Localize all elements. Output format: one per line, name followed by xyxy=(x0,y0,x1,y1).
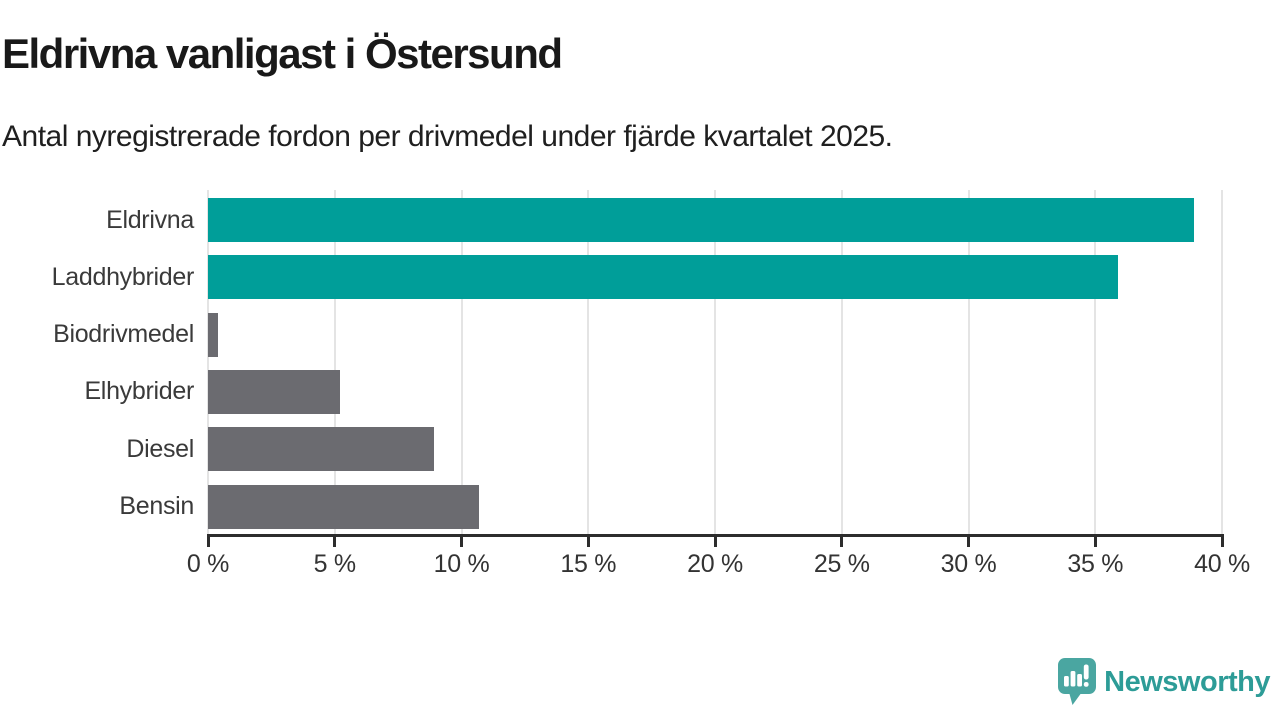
gridline xyxy=(587,190,590,534)
x-axis-tick xyxy=(967,534,970,547)
x-axis-tick-label: 35 % xyxy=(1067,550,1124,578)
plot-area xyxy=(207,190,1223,534)
bar-biodrivmedel xyxy=(208,312,219,357)
x-axis-tick-label: 0 % xyxy=(186,550,230,578)
gridline xyxy=(207,190,209,534)
gridline xyxy=(1221,190,1223,534)
category-label-elhybrider: Elhybrider xyxy=(84,377,194,406)
x-axis-tick-label: 25 % xyxy=(813,550,870,578)
x-axis-tick-label: 15 % xyxy=(560,550,617,578)
bar-laddhybrider xyxy=(208,255,1119,300)
x-axis-tick xyxy=(206,534,210,547)
x-axis-tick-label: 40 % xyxy=(1194,550,1250,578)
gridline xyxy=(840,190,843,534)
x-axis-tick xyxy=(333,534,337,547)
category-label-eldrivna: Eldrivna xyxy=(106,205,194,234)
x-axis-tick xyxy=(840,534,844,547)
x-axis-tick-label: 30 % xyxy=(940,550,997,578)
newsworthy-logo-icon xyxy=(1058,658,1097,705)
x-axis-tick-label: 5 % xyxy=(313,550,356,578)
x-axis-tick-label: 10 % xyxy=(433,550,490,578)
category-label-biodrivmedel: Biodrivmedel xyxy=(53,320,194,349)
bar-elhybrider xyxy=(208,369,340,414)
gridline xyxy=(1094,190,1097,534)
x-axis-tick xyxy=(713,534,717,547)
x-axis-tick-label: 20 % xyxy=(687,550,743,578)
chart-title: Eldrivna vanligast i Östersund xyxy=(2,30,563,77)
chart-subtitle: Antal nyregistrerade fordon per drivmede… xyxy=(2,120,893,153)
category-label-laddhybrider: Laddhybrider xyxy=(51,262,195,291)
gridline xyxy=(967,190,970,534)
brand-footer: Newsworthy xyxy=(1057,657,1270,707)
gridline xyxy=(714,190,716,534)
x-axis-tick xyxy=(460,534,463,547)
x-axis: 0 % 5 % 10 % 15 % 20 % 25 % 30 % 35 % 40 % xyxy=(187,534,1250,594)
gridline xyxy=(333,190,336,534)
y-axis-labels: Eldrivna Laddhybrider Biodrivmedel Elhybrid… xyxy=(0,190,195,534)
bar-eldrivna xyxy=(208,198,1195,242)
x-axis-tick xyxy=(1093,534,1097,547)
category-label-diesel: Diesel xyxy=(126,434,194,463)
gridline xyxy=(460,190,463,534)
bar-diesel xyxy=(208,427,434,472)
brand-wordmark: Newsworthy xyxy=(1104,665,1270,698)
x-axis-tick xyxy=(586,534,590,547)
bar-bensin xyxy=(208,484,480,529)
x-axis-tick xyxy=(1220,534,1224,547)
category-label-bensin: Bensin xyxy=(119,492,194,521)
